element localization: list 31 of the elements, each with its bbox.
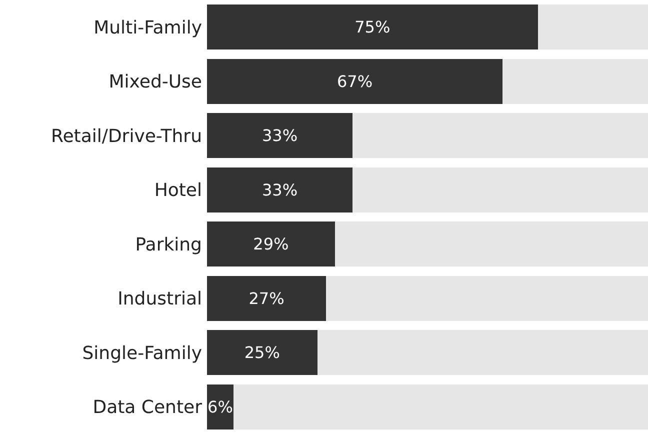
data-label: 6% [208,397,233,416]
data-label: 27% [248,288,284,308]
bar [334,222,648,267]
bar [317,330,648,376]
y-tick-label: Mixed-Use [108,72,202,93]
data-label: 67% [336,72,373,91]
bar [207,222,335,267]
bar [207,276,326,321]
bar [352,113,648,158]
y-tick-label: Retail/Drive-Thru [51,126,202,147]
bar [207,58,502,104]
y-tick-label: Single-Family [82,342,202,364]
y-tick-label: Data Center [92,397,203,418]
data-label: 33% [262,126,298,146]
bar [538,4,648,50]
bar [207,330,318,376]
y-tick-label: Hotel [154,180,202,202]
bar [233,384,648,430]
bar [207,113,353,158]
bar [326,276,648,321]
data-label: 25% [244,343,280,362]
data-label: 75% [354,18,390,37]
bar [352,167,648,212]
y-tick-label: Parking [135,234,202,256]
data-label: 33% [262,180,298,200]
bar [207,167,353,212]
data-label: 29% [253,234,289,254]
bar [207,4,538,50]
y-tick-label: Industrial [118,288,202,310]
bar [502,58,648,104]
y-tick-label: Multi-Family [94,17,202,38]
